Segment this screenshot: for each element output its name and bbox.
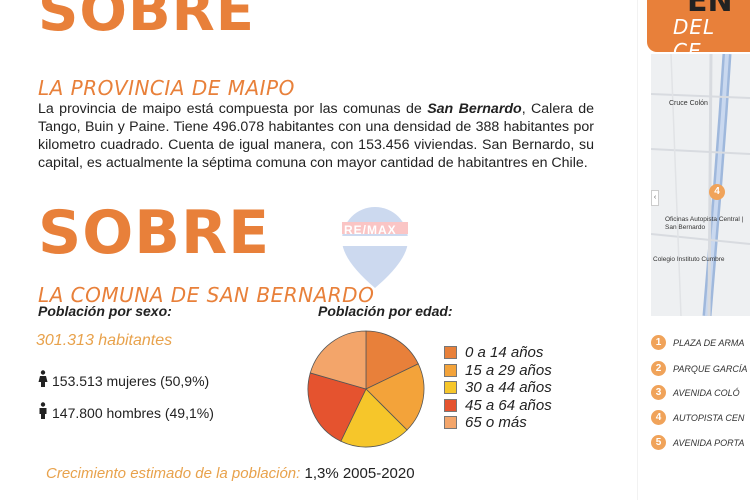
location-number-icon: 2: [651, 361, 666, 376]
pie-slice-2: [340, 388, 408, 448]
location-item[interactable]: 4 AUTOPISTA CEN: [651, 410, 744, 425]
legend-label: 65 o más: [465, 414, 527, 432]
legend-item: 0 a 14 años: [444, 344, 552, 362]
location-item[interactable]: 3 AVENIDA COLÓ: [651, 385, 740, 400]
commune-subtitle: LA COMUNA DE SAN BERNARDO: [38, 283, 375, 307]
p1: La provincia de maipo está compuesta por…: [38, 101, 428, 117]
pie-slice-3: [307, 372, 367, 442]
man-icon: [38, 402, 48, 424]
legend-label: 30 a 44 años: [465, 379, 552, 397]
location-item[interactable]: 5 AVENIDA PORTA: [651, 435, 744, 450]
legend-swatch: [444, 398, 457, 412]
map-label-cruce: Cruce Colón: [669, 100, 708, 107]
growth-label: Crecimiento estimado de la población:: [46, 465, 301, 482]
location-number-icon: 4: [651, 410, 666, 425]
hombres-text: 147.800 hombres (49,1%): [52, 405, 214, 421]
side-heading: EN: [687, 0, 733, 19]
p1-bold: San Bernardo: [427, 101, 522, 117]
legend-label: 45 a 64 años: [465, 396, 552, 414]
side-orange-header: EN DEL CE: [647, 0, 750, 63]
woman-icon: [38, 370, 48, 392]
location-label: AUTOPISTA CEN: [673, 412, 745, 423]
map-pin-icon: 4: [709, 184, 725, 200]
location-number-icon: 3: [651, 385, 666, 400]
sexo-header: Población por sexo:: [38, 303, 172, 319]
legend-item: 30 a 44 años: [444, 379, 552, 397]
top-heading: SOBRE: [38, 0, 255, 44]
pie-legend: 0 a 14 años 15 a 29 años 30 a 44 años 45 a …: [444, 344, 552, 432]
pie-slice-1: [365, 363, 425, 431]
hombres-row: 147.800 hombres (49,1%): [38, 402, 214, 424]
pie-slice-0: [365, 330, 419, 390]
legend-swatch: [444, 381, 457, 395]
location-number-icon: 1: [651, 335, 666, 350]
side-divider: [637, 0, 638, 500]
legend-item: 45 a 64 años: [444, 397, 552, 415]
p2: , Calera de Tango, Buin y Paine. Tiene 4…: [38, 101, 595, 171]
mujeres-text: 153.513 mujeres (50,9%): [52, 373, 210, 389]
mujeres-row: 153.513 mujeres (50,9%): [38, 370, 209, 392]
province-subtitle: LA PROVINCIA DE MAIPO: [38, 76, 295, 100]
legend-swatch: [444, 416, 457, 430]
legend-item: 15 a 29 años: [444, 362, 552, 380]
side-panel: EN DEL CE Cruce Colón Oficinas Autopista…: [637, 0, 750, 500]
edad-header: Población por edad:: [318, 303, 453, 319]
location-number-icon: 5: [651, 435, 666, 450]
growth-row: Crecimiento estimado de la población: 1,…: [46, 465, 415, 482]
age-pie-chart: [307, 330, 425, 448]
location-label: PLAZA DE ARMA: [673, 337, 745, 348]
map-view[interactable]: Cruce Colón Oficinas Autopista Central |…: [651, 54, 750, 316]
total-habitantes: 301.313 habitantes: [36, 332, 173, 349]
pie-slice-4: [309, 330, 367, 390]
map-label-colegio: Colegio Instituto Cumbre: [653, 256, 725, 263]
legend-swatch: [444, 346, 457, 360]
map-label-oficinas: Oficinas Autopista Central | San Bernard…: [665, 216, 744, 231]
location-item[interactable]: 2 PARQUE GARCÍA: [651, 361, 747, 376]
second-heading: SOBRE: [38, 198, 271, 268]
map-scroll-handle[interactable]: ‹: [651, 190, 659, 206]
legend-label: 0 a 14 años: [465, 344, 544, 362]
location-item[interactable]: 1 PLAZA DE ARMA: [651, 335, 744, 350]
watermark-text: RE/MAX: [344, 223, 397, 237]
legend-item: 65 o más: [444, 414, 552, 432]
legend-label: 15 a 29 años: [465, 361, 552, 379]
location-label: AVENIDA COLÓ: [673, 387, 740, 398]
map-roads: [651, 54, 750, 316]
location-label: PARQUE GARCÍA: [673, 363, 748, 374]
legend-swatch: [444, 363, 457, 377]
province-paragraph: La provincia de maipo está compuesta por…: [38, 100, 594, 172]
growth-value: 1,3% 2005-2020: [304, 465, 415, 482]
remax-watermark: RE/MAX: [336, 200, 414, 290]
location-label: AVENIDA PORTA: [673, 437, 745, 448]
